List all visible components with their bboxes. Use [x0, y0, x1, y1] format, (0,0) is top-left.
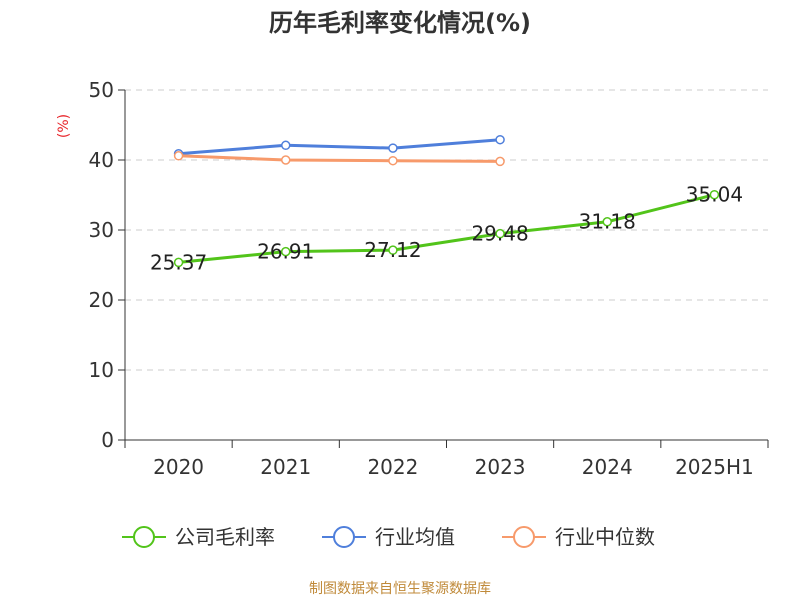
grid: [125, 89, 768, 371]
legend-item-0: 公司毛利率: [122, 525, 275, 549]
series-line: [177, 138, 502, 156]
data-label: 26.91: [257, 240, 314, 264]
data-point: [602, 216, 612, 227]
legend-label: 行业中位数: [555, 525, 655, 549]
data-point: [495, 156, 505, 167]
data-point: [495, 228, 505, 239]
y-tick-label: 0: [101, 428, 114, 452]
y-axis-unit: (%): [56, 114, 72, 138]
data-point: [281, 140, 291, 151]
x-tick-label: 2021: [260, 455, 311, 479]
data-point: [281, 155, 291, 165]
source-note: 制图数据来自恒生聚源数据库: [309, 581, 491, 597]
series-group: 25.37 26.91 27.12 29.48 31.18 35.04: [150, 134, 743, 275]
data-point: [495, 134, 505, 145]
legend-marker: [333, 526, 355, 548]
x-tick-label: 2022: [367, 455, 418, 479]
data-label: 27.12: [364, 238, 421, 262]
x-tick-label: 2020: [153, 455, 204, 479]
data-point: [173, 257, 184, 268]
series-line: [177, 193, 716, 264]
data-point: [388, 143, 398, 153]
legend: 公司毛利率 行业均值 行业中位数: [122, 525, 655, 549]
y-tick-label: 30: [89, 218, 114, 242]
x-tick-label: 2023: [475, 455, 526, 479]
data-label: 35.04: [686, 183, 743, 207]
series-1: [173, 134, 505, 159]
legend-item-1: 行业均值: [322, 525, 455, 549]
y-tick-label: 20: [89, 288, 114, 312]
legend-marker: [513, 526, 535, 548]
legend-marker: [133, 526, 155, 548]
data-point: [709, 189, 720, 200]
y-tick-label: 50: [89, 78, 114, 102]
series-2: [173, 151, 505, 167]
x-tick-label: 2025H1: [675, 455, 754, 479]
data-label: 25.37: [150, 250, 207, 274]
legend-label: 行业均值: [375, 525, 455, 549]
data-label: 29.48: [471, 222, 528, 246]
data-label: 31.18: [579, 210, 636, 234]
series-line: [177, 154, 502, 163]
legend-label: 公司毛利率: [175, 525, 275, 549]
y-tick-label: 40: [89, 148, 114, 172]
data-point: [173, 151, 184, 161]
series-0: 25.37 26.91 27.12 29.48 31.18 35.04: [150, 183, 743, 275]
chart-title: 历年毛利率变化情况(%): [269, 9, 531, 37]
axes: 0 10 20 30 40 50 2020 2021 2022 2023 2024 2025H1: [89, 78, 769, 479]
x-tick-label: 2024: [582, 455, 633, 479]
data-point: [388, 245, 398, 255]
data-point: [388, 155, 398, 166]
y-tick-label: 10: [89, 358, 114, 382]
data-point: [281, 246, 291, 257]
legend-item-2: 行业中位数: [502, 525, 655, 549]
